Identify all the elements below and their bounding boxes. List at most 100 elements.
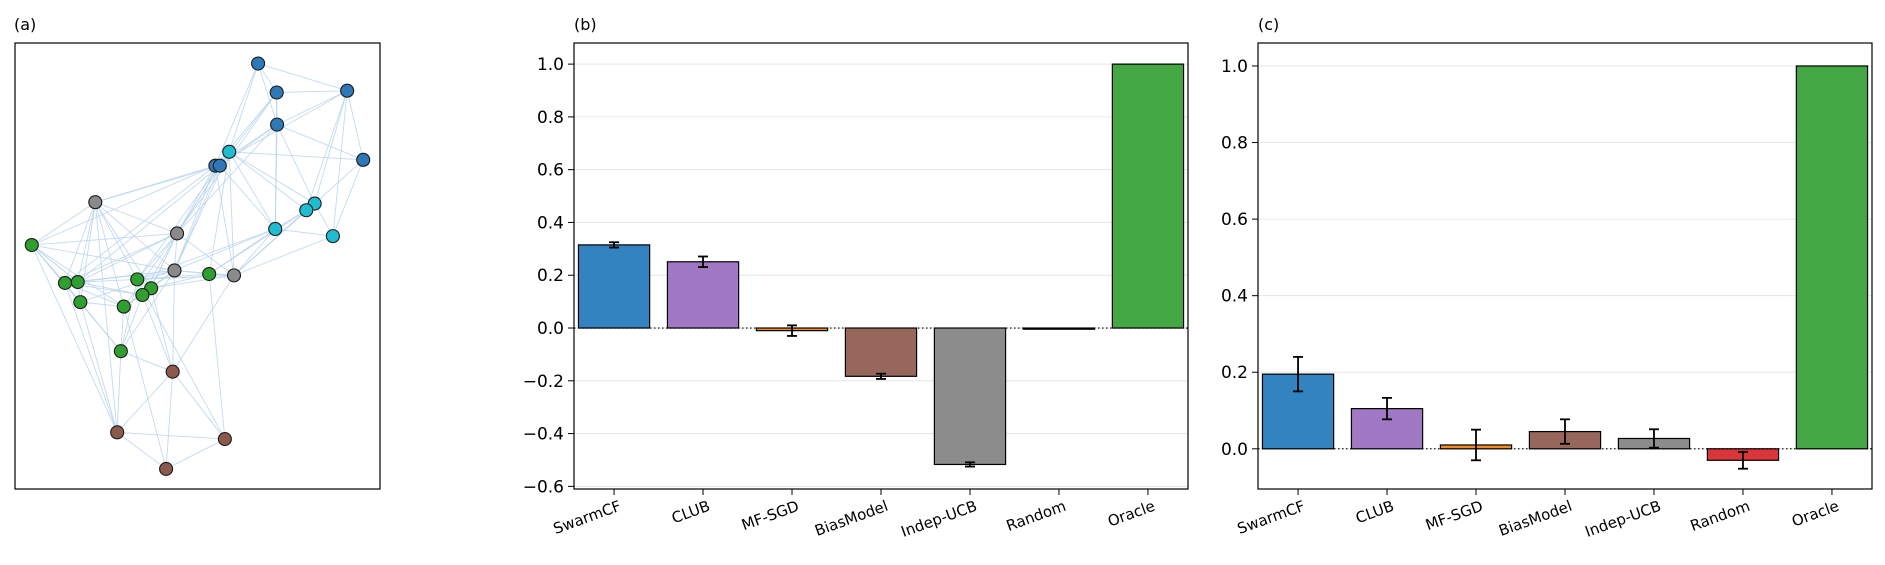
error-bar-club — [698, 255, 709, 268]
network-nodes — [24, 56, 371, 476]
network-edge — [233, 235, 334, 276]
y-tick-label: 0.4 — [1221, 287, 1248, 307]
panel-label-c: (c) — [1258, 15, 1279, 34]
y-tick-label: 0.4 — [537, 213, 564, 233]
network-edge — [276, 90, 348, 126]
y-tick-label: −0.6 — [523, 477, 564, 497]
network-edge — [31, 244, 118, 433]
error-bar-random — [1737, 450, 1748, 470]
network-edge — [276, 90, 348, 93]
category-label: Indep-UCB — [1583, 497, 1664, 541]
network-node-blue — [251, 56, 266, 71]
bar-swarmcf — [577, 244, 651, 329]
network-edge — [77, 202, 96, 283]
bar-chart-b: SwarmCF CLUB MF-SGD BiasModel Indep-UCB Rando… — [523, 42, 1189, 541]
network-edge — [214, 165, 235, 276]
category-label: SwarmCF — [551, 497, 624, 538]
network-edge — [174, 165, 221, 271]
network-edge — [229, 151, 364, 161]
network-edge — [274, 92, 278, 229]
network-node-brown — [159, 461, 174, 476]
network-node-green — [202, 266, 217, 282]
network-edge — [208, 228, 276, 275]
network-edge — [80, 270, 175, 303]
network-edge — [64, 282, 118, 433]
network-edge — [120, 294, 143, 352]
network-node-blue — [212, 158, 227, 173]
network-edge — [176, 92, 278, 234]
y-tick-label: 0.2 — [1221, 363, 1248, 383]
network-edge — [151, 273, 210, 289]
network-edge — [31, 244, 79, 283]
error-bar-club — [1382, 396, 1393, 421]
y-tick-label: 1.0 — [537, 55, 564, 75]
network-edge — [214, 63, 259, 166]
network-edge — [95, 165, 220, 203]
network-node-green — [113, 344, 128, 359]
network-edge — [116, 351, 122, 433]
category-label: Indep-UCB — [899, 497, 980, 541]
network-edge — [228, 151, 235, 276]
network-edge — [116, 431, 167, 470]
category-label: BiasModel — [812, 497, 890, 540]
network-edge — [137, 274, 235, 280]
network-edge — [228, 63, 259, 152]
network-node-green — [73, 295, 88, 310]
network-edge — [172, 275, 235, 372]
network-edge — [116, 371, 174, 433]
error-bar-swarmcf — [1293, 356, 1304, 393]
y-tick-label: 0.6 — [537, 161, 564, 181]
network-edge — [79, 301, 122, 352]
y-tick-label: 1.0 — [1221, 57, 1248, 77]
category-label: SwarmCF — [1235, 497, 1308, 538]
network-edge — [136, 233, 178, 280]
network-edge — [151, 274, 235, 289]
network-node-green — [70, 275, 85, 290]
network-edge — [172, 270, 175, 372]
network-edge — [123, 233, 178, 307]
panel-label-a: (a) — [14, 15, 36, 34]
network-edge — [64, 233, 178, 284]
error-bar-biasmodel — [1560, 418, 1570, 445]
error-bar-swarmcf — [609, 241, 620, 249]
network-edge — [120, 270, 175, 352]
error-bar-biasmodel — [876, 372, 886, 380]
network-edge — [80, 301, 124, 308]
network-node-blue — [269, 85, 284, 100]
network-edge — [165, 438, 226, 470]
network-edge — [95, 201, 175, 271]
network-node-brown — [110, 425, 125, 440]
network-edge — [94, 202, 118, 433]
network-edge — [77, 233, 178, 283]
network-node-cyan — [268, 221, 283, 237]
category-label: Random — [1004, 497, 1069, 535]
category-label: Oracle — [1105, 497, 1157, 531]
network-node-green — [135, 287, 150, 303]
error-bar-mf-sgd — [1471, 428, 1482, 462]
network-edge — [332, 90, 348, 237]
network-edge — [314, 159, 364, 204]
network-node-gray — [170, 226, 185, 241]
network-node-green — [57, 275, 73, 290]
bar-oracle — [1795, 65, 1869, 450]
network-edge — [137, 228, 276, 280]
network-edge — [120, 306, 125, 352]
y-tick-label: 0.8 — [1221, 134, 1248, 154]
network-edge — [229, 151, 315, 204]
plot-frame — [1257, 42, 1873, 490]
y-tick-label: 0.0 — [1221, 440, 1248, 460]
network-edge — [31, 165, 216, 246]
y-tick-label: 0.6 — [1221, 210, 1248, 230]
network-edge — [120, 279, 138, 352]
network-node-cyan — [222, 144, 237, 159]
bar-indep-ucb — [933, 327, 1007, 466]
network-edge — [314, 90, 348, 204]
network-edge — [233, 228, 276, 276]
network-edge — [176, 124, 278, 234]
category-label: CLUB — [669, 497, 712, 527]
y-tick-label: 0.0 — [537, 319, 564, 339]
network-node-blue — [270, 117, 285, 132]
network-edge — [174, 228, 276, 271]
network-edge — [64, 202, 96, 284]
bar-biasmodel — [844, 327, 918, 377]
